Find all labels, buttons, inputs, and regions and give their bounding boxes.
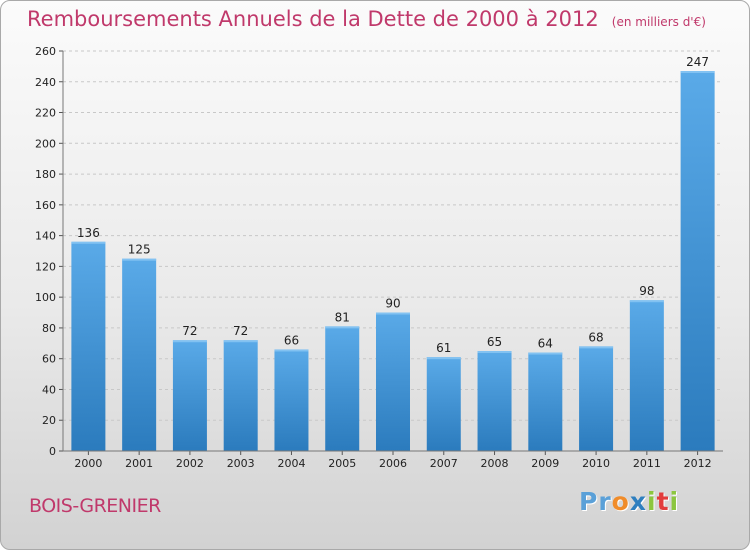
x-tick-label: 2012 bbox=[684, 457, 712, 470]
y-tick-label: 240 bbox=[35, 76, 56, 89]
bars: 136 125 72 72 66 81 90 61 65 64 68 98 247 bbox=[71, 55, 715, 451]
bar-chart: 0 20 40 60 80 100 120 140 160 180 200 220 240 260 136… bbox=[35, 45, 723, 470]
x-tick-label: 2011 bbox=[633, 457, 661, 470]
bar-2007 bbox=[426, 357, 461, 451]
y-tick-label: 0 bbox=[49, 445, 56, 458]
city-label: BOIS-GRENIER bbox=[29, 495, 161, 517]
proxiti-logo: Proxiti bbox=[579, 487, 679, 516]
x-tick-label: 2000 bbox=[74, 457, 102, 470]
bar-2000 bbox=[71, 241, 106, 451]
logo-letter: o bbox=[611, 487, 630, 516]
bar-highlight bbox=[629, 300, 664, 303]
logo-letter: x bbox=[629, 487, 647, 516]
y-tick-label: 20 bbox=[42, 414, 56, 427]
bar-highlight bbox=[71, 241, 106, 244]
data-label: 65 bbox=[487, 335, 502, 349]
bar-2002 bbox=[172, 340, 207, 451]
logo-letter: i bbox=[647, 487, 657, 516]
logo-letter: r bbox=[598, 487, 612, 516]
bar-highlight bbox=[680, 71, 715, 73]
bar-2009 bbox=[528, 352, 563, 451]
data-label: 66 bbox=[284, 333, 299, 347]
y-tick-label: 200 bbox=[35, 137, 56, 150]
x-tick-label: 2001 bbox=[125, 457, 153, 470]
bar-highlight bbox=[426, 357, 461, 360]
y-tick-label: 100 bbox=[35, 291, 56, 304]
bar-highlight bbox=[172, 340, 207, 343]
bar-highlight bbox=[122, 258, 157, 261]
bar-2006 bbox=[376, 312, 410, 451]
x-tick-label: 2002 bbox=[176, 457, 204, 470]
bar-highlight bbox=[223, 340, 258, 343]
y-tick-label: 260 bbox=[35, 45, 56, 58]
bar-highlight bbox=[274, 349, 309, 352]
logo-letter: i bbox=[669, 487, 680, 516]
y-tick-label: 80 bbox=[42, 322, 56, 335]
data-label: 125 bbox=[128, 243, 151, 257]
data-label: 90 bbox=[385, 297, 400, 311]
y-tick-label: 160 bbox=[35, 199, 56, 212]
data-label: 61 bbox=[436, 341, 451, 355]
data-label: 136 bbox=[77, 226, 100, 240]
y-tick-label: 60 bbox=[42, 353, 56, 366]
x-tick-label: 2003 bbox=[227, 457, 255, 470]
data-label: 64 bbox=[538, 337, 553, 351]
data-label: 68 bbox=[588, 330, 603, 344]
x-tick-label: 2010 bbox=[582, 457, 610, 470]
x-tick-label: 2004 bbox=[277, 457, 305, 470]
data-label: 81 bbox=[335, 310, 350, 324]
title-row: Remboursements Annuels de la Dette de 20… bbox=[27, 7, 706, 31]
bar-2008 bbox=[477, 351, 512, 451]
y-tick-label: 40 bbox=[42, 383, 56, 396]
data-label: 98 bbox=[639, 284, 654, 298]
data-label: 247 bbox=[686, 55, 709, 69]
y-tick-label: 220 bbox=[35, 107, 56, 120]
x-tick-label: 2005 bbox=[328, 457, 356, 470]
data-label: 72 bbox=[182, 324, 197, 338]
bar-highlight bbox=[579, 346, 614, 349]
y-axis: 0 20 40 60 80 100 120 140 160 180 200 220 240 260 bbox=[35, 45, 64, 458]
y-tick-label: 140 bbox=[35, 230, 56, 243]
x-tick-label: 2008 bbox=[481, 457, 509, 470]
bar-2005 bbox=[325, 326, 360, 451]
bar-highlight bbox=[477, 351, 512, 353]
bar-2012 bbox=[680, 71, 715, 451]
x-tick-label: 2007 bbox=[430, 457, 458, 470]
bar-highlight bbox=[528, 352, 563, 355]
chart-title: Remboursements Annuels de la Dette de 20… bbox=[27, 7, 599, 31]
y-tick-label: 180 bbox=[35, 168, 56, 181]
bar-highlight bbox=[325, 326, 360, 329]
bar-2010 bbox=[579, 346, 614, 451]
bar-2001 bbox=[122, 258, 157, 451]
bar-2011 bbox=[629, 300, 664, 451]
logo-letter: P bbox=[579, 487, 599, 516]
bar-highlight bbox=[376, 312, 410, 315]
y-tick-label: 120 bbox=[35, 260, 56, 273]
x-axis: 2000 2001 2002 2003 2004 2005 2006 2007 2008 2009… bbox=[63, 450, 723, 470]
bar-2003 bbox=[223, 340, 258, 451]
bar-2004 bbox=[274, 349, 309, 451]
logo-letter: t bbox=[656, 487, 670, 516]
x-tick-label: 2006 bbox=[379, 457, 407, 470]
data-label: 72 bbox=[233, 324, 248, 338]
chart-unit-label: (en milliers d'€) bbox=[611, 15, 706, 29]
x-tick-label: 2009 bbox=[531, 457, 559, 470]
